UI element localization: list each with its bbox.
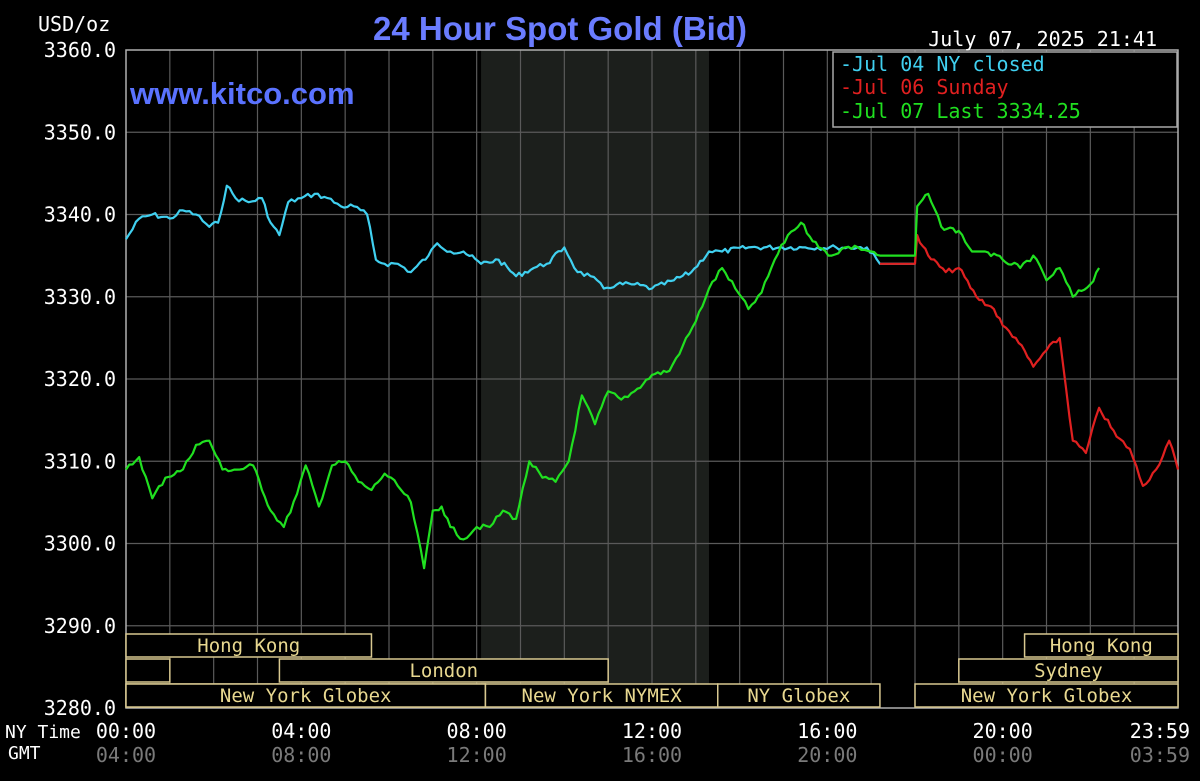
x-tick-label-ny: 04:00 xyxy=(271,719,331,743)
market-session-label: New York NYMEX xyxy=(522,685,683,707)
market-session-box xyxy=(717,683,881,708)
y-tick-label: 3330.0 xyxy=(44,285,116,309)
x-tick-label-gmt: 16:00 xyxy=(622,743,682,767)
series-line-2 xyxy=(125,192,1101,570)
website-label: www.kitco.com xyxy=(129,76,355,111)
y-tick-label: 3350.0 xyxy=(44,120,116,144)
market-session-label: New York Globex xyxy=(220,685,392,707)
timestamp: July 07, 2025 21:41 xyxy=(928,27,1157,51)
x-tick-label-ny: 20:00 xyxy=(973,719,1033,743)
y-tick-label: 3340.0 xyxy=(44,203,116,227)
x-tick-label-ny: 12:00 xyxy=(622,719,682,743)
unit-label: USD/oz xyxy=(38,12,110,36)
series-group xyxy=(125,184,1180,570)
market-session-label: NY Globex xyxy=(747,685,850,707)
plot-border xyxy=(125,49,1179,709)
x-axis-ticks: 00:00 04:00 08:00 12:00 16:00 20:00 23:5904:00… xyxy=(96,719,1190,767)
y-tick-label: 3300.0 xyxy=(44,532,116,556)
x-tick-label-ny: 08:00 xyxy=(447,719,507,743)
market-session-label: London xyxy=(409,660,478,682)
series-line-1 xyxy=(879,234,1180,487)
market-session-label: Hong Kong xyxy=(1050,635,1153,657)
y-axis-ticks: 3360.0 3350.0 3340.0 3330.0 3320.0 3310.0 3300… xyxy=(44,38,116,720)
legend-entry-jul07: -Jul 07 Last 3334.25 xyxy=(840,99,1081,123)
x-tick-label-gmt: 00:00 xyxy=(973,743,1033,767)
series-line-0 xyxy=(125,184,915,291)
y-tick-label: 3360.0 xyxy=(44,38,116,62)
market-session-box xyxy=(125,658,171,683)
market-sessions: Hong Kong Hong Kong London Sydney New York G… xyxy=(125,633,1179,708)
x-tick-label-ny: 23:59 xyxy=(1130,719,1190,743)
market-session-box xyxy=(1023,633,1179,658)
market-session-label: Hong Kong xyxy=(197,635,300,657)
market-session-label: Sydney xyxy=(1034,660,1103,682)
legend-entry-jul04: -Jul 04 NY closed xyxy=(840,52,1045,76)
ny-time-label: NY Time xyxy=(5,722,81,743)
legend-box xyxy=(832,51,1178,128)
market-session-box xyxy=(958,658,1179,683)
y-tick-label: 3290.0 xyxy=(44,614,116,638)
legend-entry-jul06: -Jul 06 Sunday xyxy=(840,75,1009,99)
market-session-label: New York Globex xyxy=(961,685,1133,707)
gmt-label: GMT xyxy=(8,743,41,764)
x-tick-label-gmt: 03:59 xyxy=(1130,743,1190,767)
x-tick-label-gmt: 04:00 xyxy=(96,743,156,767)
grid-lines xyxy=(126,50,1178,708)
x-tick-label-gmt: 08:00 xyxy=(271,743,331,767)
chart-title: 24 Hour Spot Gold (Bid) xyxy=(373,10,747,47)
market-session-box xyxy=(914,683,1179,708)
y-tick-label: 3280.0 xyxy=(44,696,116,720)
y-tick-label: 3310.0 xyxy=(44,449,116,473)
x-tick-label-gmt: 12:00 xyxy=(447,743,507,767)
x-tick-label-gmt: 20:00 xyxy=(797,743,857,767)
market-session-box xyxy=(278,658,609,683)
x-tick-label-ny: 16:00 xyxy=(797,719,857,743)
y-tick-label: 3320.0 xyxy=(44,367,116,391)
market-session-box xyxy=(125,633,373,658)
x-tick-label-ny: 00:00 xyxy=(96,719,156,743)
legend: -Jul 04 NY closed -Jul 06 Sunday -Jul 07… xyxy=(832,51,1178,128)
